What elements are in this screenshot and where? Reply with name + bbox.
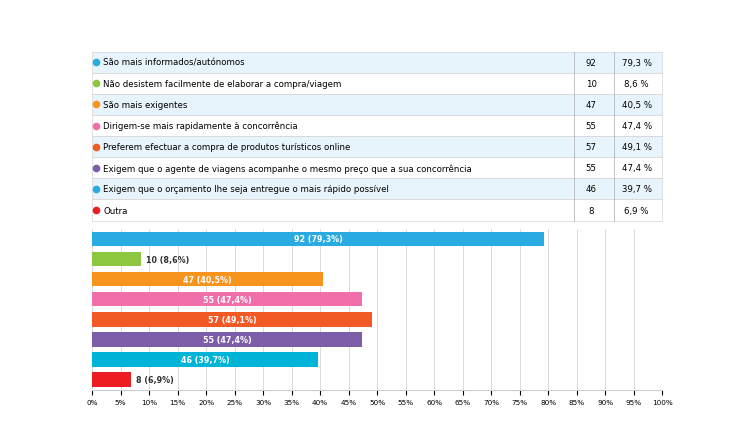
Text: 39,7 %: 39,7 %	[622, 185, 652, 194]
Text: São mais exigentes: São mais exigentes	[103, 101, 188, 110]
Text: 47,4 %: 47,4 %	[622, 122, 652, 131]
Text: 55 (47,4%): 55 (47,4%)	[203, 335, 252, 344]
Text: 10 (8,6%): 10 (8,6%)	[146, 255, 189, 264]
Bar	[92, 292, 362, 307]
Bar	[92, 158, 662, 179]
Text: Dirigem-se mais rapidamente à concorrência: Dirigem-se mais rapidamente à concorrênc…	[103, 122, 298, 131]
Text: 47,4 %: 47,4 %	[622, 164, 652, 173]
Text: Não desistem facilmente de elaborar a compra/viagem: Não desistem facilmente de elaborar a co…	[103, 80, 342, 88]
Bar	[92, 137, 662, 158]
Bar	[92, 95, 662, 116]
Text: 8,6 %: 8,6 %	[624, 80, 649, 88]
Text: 8: 8	[588, 206, 594, 215]
Bar	[92, 332, 362, 347]
Bar	[92, 179, 662, 200]
Bar	[92, 200, 662, 221]
Text: 40,5 %: 40,5 %	[622, 101, 652, 110]
Bar	[92, 312, 372, 327]
Bar	[92, 53, 662, 74]
Bar	[92, 232, 545, 247]
Text: 8 (6,9%): 8 (6,9%)	[136, 375, 174, 384]
Text: 79,3 %: 79,3 %	[622, 59, 652, 67]
Bar	[92, 353, 319, 367]
Text: 10: 10	[586, 80, 597, 88]
Text: Exigem que o agente de viagens acompanhe o mesmo preço que a sua concorrência: Exigem que o agente de viagens acompanhe…	[103, 164, 473, 173]
Text: 46: 46	[586, 185, 597, 194]
Text: 47: 47	[586, 101, 597, 110]
Text: 57: 57	[586, 143, 597, 152]
Text: 6,9 %: 6,9 %	[624, 206, 649, 215]
Text: 57 (49,1%): 57 (49,1%)	[208, 315, 256, 324]
Text: 46 (39,7%): 46 (39,7%)	[181, 355, 230, 364]
Text: 55 (47,4%): 55 (47,4%)	[203, 295, 252, 304]
Text: São mais informados/autónomos: São mais informados/autónomos	[103, 59, 245, 67]
Text: 55: 55	[586, 122, 597, 131]
Text: 92 (79,3%): 92 (79,3%)	[294, 235, 342, 244]
Text: 47 (40,5%): 47 (40,5%)	[183, 275, 232, 284]
Text: 55: 55	[586, 164, 597, 173]
Bar	[92, 252, 141, 267]
Bar	[92, 116, 662, 137]
Text: Exigem que o orçamento lhe seja entregue o mais rápido possível: Exigem que o orçamento lhe seja entregue…	[103, 185, 389, 194]
Bar	[92, 74, 662, 95]
Bar	[92, 373, 131, 387]
Text: Outra: Outra	[103, 206, 128, 215]
Text: Preferem efectuar a compra de produtos turísticos online: Preferem efectuar a compra de produtos t…	[103, 143, 351, 152]
Bar	[92, 272, 323, 287]
Text: 49,1 %: 49,1 %	[622, 143, 652, 152]
Text: 92: 92	[586, 59, 597, 67]
